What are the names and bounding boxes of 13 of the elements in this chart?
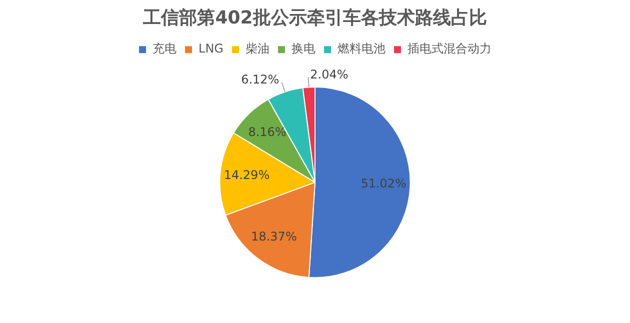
chart-title: 工信部第402批公示牵引车各技术路线占比 — [142, 7, 487, 28]
legend-label: 换电 — [291, 42, 316, 56]
legend-label: 柴油 — [245, 42, 270, 56]
legend-label: 燃料电池 — [337, 42, 386, 56]
data-label: 8.16% — [248, 125, 286, 140]
data-label: 2.04% — [310, 67, 348, 82]
data-label: 14.29% — [224, 168, 270, 182]
legend-label: 充电 — [152, 42, 177, 56]
data-label: 18.37% — [251, 229, 297, 244]
legend-label: LNG — [198, 42, 224, 56]
legend-label: 插电式混合动力 — [407, 42, 492, 56]
data-label: 51.02% — [360, 176, 406, 191]
data-label: 6.12% — [241, 72, 280, 87]
